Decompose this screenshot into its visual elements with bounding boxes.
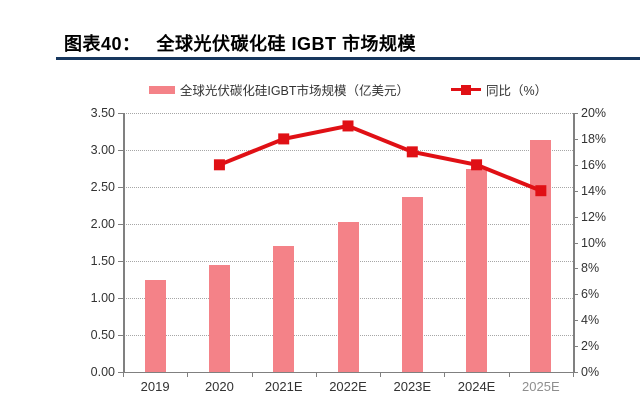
y-axis-left-tick [118, 187, 123, 188]
bar-2022E [337, 221, 359, 372]
x-axis-label: 2025E [522, 379, 560, 394]
y-axis-left-tick [118, 298, 123, 299]
y-axis-right-label: 4% [581, 313, 600, 328]
y-axis-right-label: 6% [581, 287, 600, 302]
line-marker [342, 120, 354, 132]
y-axis-right-label: 10% [581, 235, 607, 250]
y-axis-right-tick [573, 164, 578, 166]
h-gridline [123, 113, 573, 114]
x-axis-tick [251, 372, 253, 377]
y-axis-right-label: 2% [581, 339, 600, 354]
y-axis-right-label: 8% [581, 261, 600, 276]
x-axis-tick [508, 372, 510, 377]
bar-2025E [530, 140, 552, 372]
x-axis-tick [187, 372, 189, 377]
legend-item-market-size: 全球光伏碳化硅IGBT市场规模（亿美元） [148, 80, 410, 99]
h-gridline [123, 150, 573, 151]
y-axis-left-line [123, 113, 125, 372]
y-axis-right-label: 14% [581, 183, 607, 198]
y-axis-right-tick [573, 216, 578, 218]
bar-2024E [466, 168, 488, 372]
line-marker [471, 159, 483, 171]
line-marker [213, 159, 225, 171]
bar-2021E [273, 246, 295, 372]
y-axis-left-label: 3.50 [90, 106, 115, 120]
y-axis-left-tick [118, 113, 123, 114]
x-axis-label: 2023E [393, 379, 432, 394]
y-axis-right-label: 12% [581, 209, 607, 224]
chart-legend: 全球光伏碳化硅IGBT市场规模（亿美元） 同比（%） [123, 80, 573, 99]
y-axis-right-label: 0% [581, 365, 600, 379]
y-axis-right-line [573, 113, 575, 372]
figure-title: 全球光伏碳化硅 IGBT 市场规模 [156, 34, 417, 54]
y-axis-right-label: 20% [581, 106, 607, 120]
y-axis-right-tick [573, 320, 578, 322]
y-axis-right-tick [573, 138, 578, 140]
x-axis-label: 2019 [140, 379, 170, 394]
y-axis-left-tick [118, 372, 123, 373]
line-marker [406, 146, 418, 158]
y-axis-right-tick [573, 372, 578, 373]
x-axis-tick [444, 372, 446, 377]
line-square-swatch-icon [451, 84, 482, 95]
x-axis-tick [573, 372, 574, 377]
y-axis-right-tick [573, 242, 578, 244]
y-axis-left-label: 2.00 [90, 217, 115, 231]
y-axis-left-label: 1.50 [90, 254, 115, 268]
line-marker [278, 133, 290, 145]
y-axis-left-label: 3.00 [90, 143, 115, 157]
x-axis-label: 2020 [204, 379, 234, 394]
bar-2019 [144, 279, 166, 372]
y-axis-right-label: 16% [581, 157, 607, 172]
legend-label-yoy: 同比（%） [486, 84, 548, 98]
y-axis-right-tick [573, 190, 578, 192]
y-axis-left-tick [118, 261, 123, 262]
y-axis-left-label: 0.50 [90, 328, 115, 342]
x-axis-label: 2024E [457, 379, 496, 394]
x-axis-label: 2021E [264, 379, 303, 394]
y-axis-right-tick [573, 268, 578, 270]
y-axis-left-label: 0.00 [90, 365, 115, 379]
y-axis-left-label: 1.00 [90, 291, 115, 305]
y-axis-right-label: 18% [581, 131, 607, 146]
figure-number-label: 图表40： [64, 34, 141, 54]
x-axis-label: 2022E [329, 379, 367, 394]
bar-swatch-icon [148, 85, 175, 94]
x-axis-tick [315, 372, 317, 377]
y-axis-right-tick [573, 113, 578, 114]
x-axis-tick [123, 372, 124, 377]
bar-2020 [208, 264, 230, 372]
line-swatch-marker [461, 84, 472, 95]
y-axis-left-tick [118, 150, 123, 151]
x-axis-tick [380, 372, 382, 377]
line-marker [535, 185, 547, 197]
y-axis-left-label: 2.50 [90, 180, 115, 194]
figure-header: 图表40： 全球光伏碳化硅 IGBT 市场规模 [64, 30, 416, 56]
y-axis-right-tick [573, 294, 578, 296]
bar-2023E [401, 196, 423, 372]
legend-label-market-size: 全球光伏碳化硅IGBT市场规模（亿美元） [179, 84, 410, 98]
title-underline [56, 57, 640, 60]
x-axis-line [123, 371, 574, 373]
y-axis-left-tick [118, 224, 123, 225]
y-axis-left-tick [118, 335, 123, 336]
y-axis-right-tick [573, 346, 578, 348]
h-gridline [123, 187, 573, 188]
legend-item-yoy: 同比（%） [451, 80, 547, 99]
